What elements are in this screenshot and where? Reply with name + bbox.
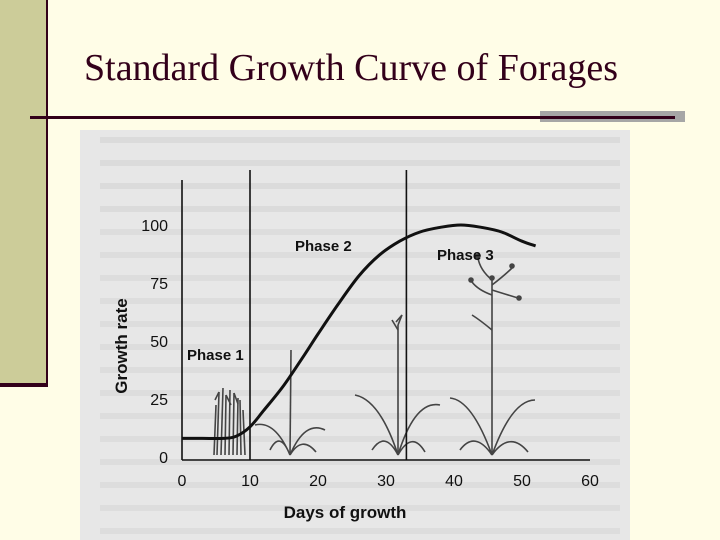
x-tick-label: 10 xyxy=(241,473,259,490)
y-tick-label: 75 xyxy=(150,276,168,293)
x-tick-label: 20 xyxy=(309,473,327,490)
x-tick-label: 50 xyxy=(513,473,531,490)
x-tick-label: 60 xyxy=(581,473,599,490)
side-band-divider xyxy=(46,0,48,387)
grass-plant-2-icon xyxy=(354,314,441,456)
growth-curve-line xyxy=(182,223,537,441)
x-tick-label: 40 xyxy=(445,473,463,490)
x-axis-label: Days of growth xyxy=(284,503,407,522)
stubble-phase1-icon xyxy=(213,387,246,456)
decorative-side-band xyxy=(0,0,46,383)
phase-1-label: Phase 1 xyxy=(187,347,244,364)
y-axis-label: Growth rate xyxy=(112,298,131,393)
side-band-edge xyxy=(0,383,48,387)
x-tick-label: 0 xyxy=(178,473,187,490)
figure-background xyxy=(80,130,630,540)
phase-3-label: Phase 3 xyxy=(437,247,494,264)
growth-chart: 0 25 50 75 100 0 10 20 30 40 50 60 Days … xyxy=(100,137,620,534)
y-tick-label: 25 xyxy=(150,392,168,409)
y-tick-label: 100 xyxy=(141,218,168,235)
y-tick-label: 0 xyxy=(159,450,168,467)
phase-2-label: Phase 2 xyxy=(295,238,352,255)
x-tick-label: 30 xyxy=(377,473,395,490)
plant-illustrations xyxy=(213,253,536,456)
grass-plant-1-icon xyxy=(254,349,326,456)
title-rule xyxy=(30,116,675,119)
slide-title: Standard Growth Curve of Forages xyxy=(84,47,619,89)
flowering-plant-icon xyxy=(449,253,536,456)
y-tick-label: 50 xyxy=(150,334,168,351)
